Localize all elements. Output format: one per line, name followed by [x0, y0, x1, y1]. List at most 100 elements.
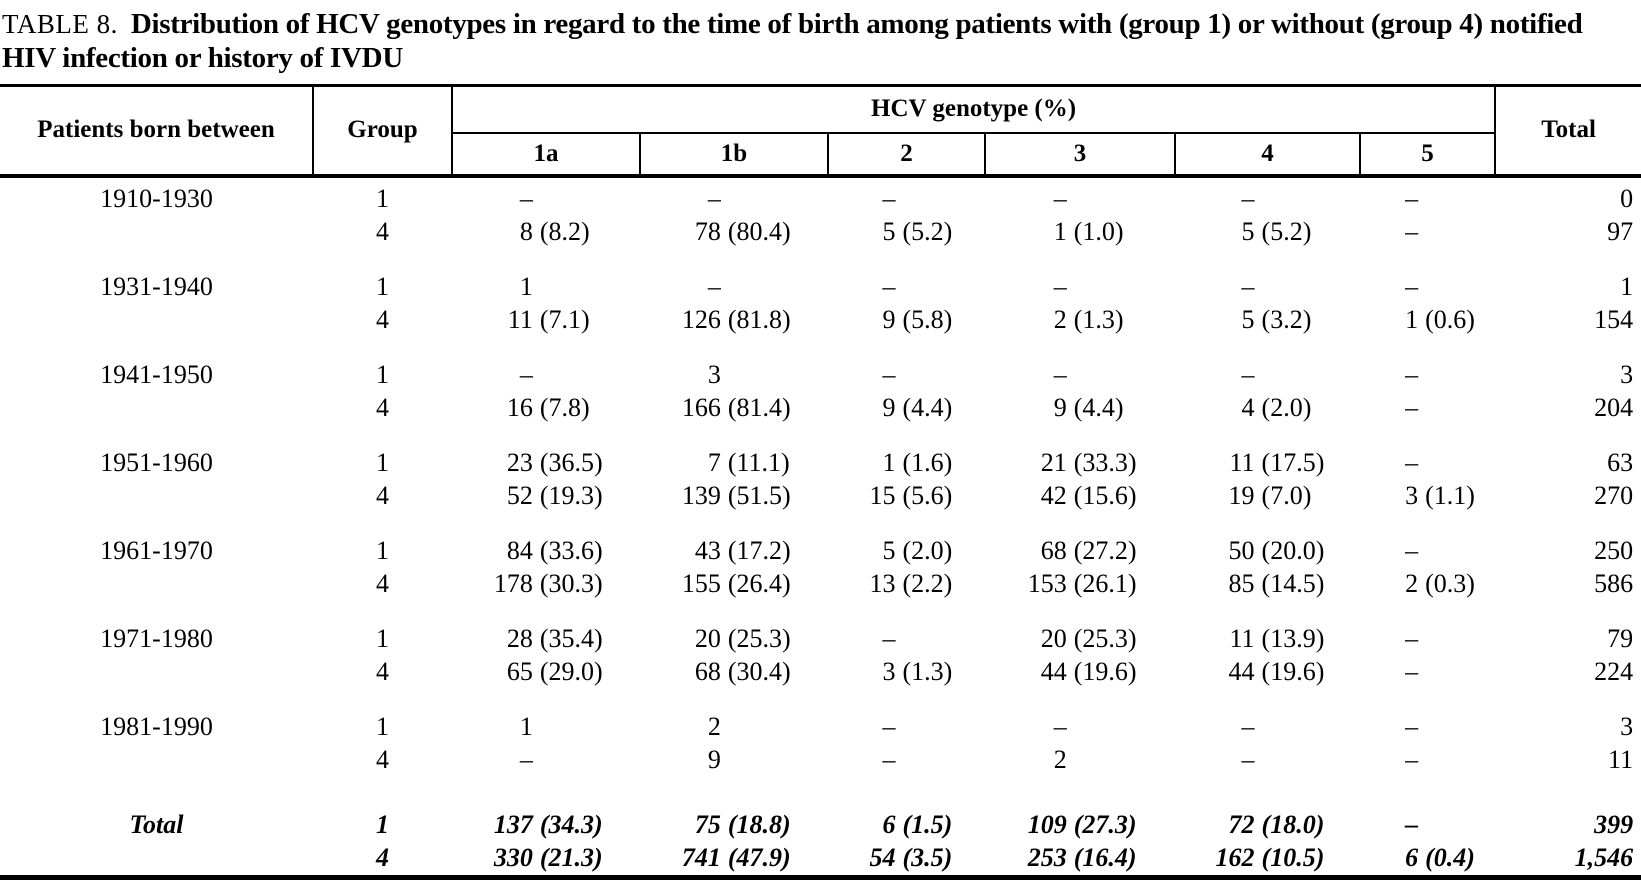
- genotype-count: –: [1405, 448, 1419, 477]
- genotype-value-cell: 5 (5.2): [1175, 216, 1360, 249]
- header-group: Group: [313, 85, 453, 178]
- genotype-percent: (18.0): [1261, 810, 1325, 839]
- genotype-percent: (81.8): [727, 305, 791, 334]
- period-cell: [0, 392, 313, 425]
- genotype-count: –: [707, 272, 721, 301]
- group-cell: 1: [376, 448, 389, 477]
- row-total-cell: 154: [1594, 305, 1634, 334]
- genotype-count: –: [1241, 184, 1255, 213]
- period-cell: 1941-1950: [100, 360, 213, 389]
- row-total-cell: 1,546: [1574, 843, 1634, 872]
- group-cell: 1: [376, 810, 389, 839]
- genotype-count: 6: [882, 810, 896, 839]
- genotype-percent: (33.3): [1073, 448, 1137, 477]
- row-spacer: [0, 689, 1641, 711]
- spacer-cell: [0, 176, 1641, 183]
- genotype-count: –: [1241, 272, 1255, 301]
- genotype-value-cell: 153 (26.1): [985, 568, 1175, 601]
- genotype-count: 5: [882, 217, 896, 246]
- genotype-value-cell: 9 (4.4): [828, 392, 985, 425]
- genotype-percent: (0.4): [1425, 843, 1475, 872]
- genotype-count: –: [1241, 712, 1255, 741]
- period-cell: [0, 480, 313, 513]
- genotype-percent: (26.4): [727, 569, 791, 598]
- genotype-count: 13: [869, 569, 896, 598]
- period-cell: 1931-1940: [100, 272, 213, 301]
- genotype-value-cell: –: [985, 711, 1175, 744]
- genotype-count: 20: [1040, 624, 1067, 653]
- genotype-count: 28: [506, 624, 533, 653]
- group-cell: 4: [376, 745, 389, 774]
- table-header: Patients born between Group HCV genotype…: [0, 85, 1641, 178]
- genotype-count: –: [882, 624, 896, 653]
- genotype-count: –: [1405, 624, 1419, 653]
- table-row: 1951-1960 1 23 (36.5) 7 (11.1) 1 (1.6) 21 (33.3) 1…: [0, 447, 1641, 480]
- genotype-count: 2: [1053, 745, 1067, 774]
- genotype-percent: (1.3): [1073, 305, 1124, 334]
- header-genotype-3: 3: [984, 132, 1175, 178]
- period-cell: 1951-1960: [100, 448, 213, 477]
- genotype-value-cell: 13 (2.2): [828, 568, 985, 601]
- genotype-value-cell: 253 (16.4): [985, 842, 1175, 878]
- genotype-value-cell: 5 (3.2): [1175, 304, 1360, 337]
- genotype-count: –: [1405, 393, 1419, 422]
- genotype-count: –: [1053, 272, 1067, 301]
- hcv-genotype-distribution-table: Patients born between Group HCV genotype…: [0, 84, 1641, 880]
- genotype-percent: (17.5): [1261, 448, 1325, 477]
- genotype-count: –: [882, 745, 896, 774]
- genotype-count: –: [1053, 184, 1067, 213]
- genotype-count: –: [882, 712, 896, 741]
- genotype-count: 153: [1027, 569, 1067, 598]
- genotype-count: –: [1405, 810, 1419, 839]
- genotype-percent: (16.4): [1073, 843, 1137, 872]
- row-spacer: [0, 425, 1641, 447]
- header-genotype-2: 2: [827, 132, 985, 178]
- row-spacer: [0, 601, 1641, 623]
- genotype-value-cell: –: [1360, 447, 1495, 480]
- genotype-percent: (5.6): [902, 481, 953, 510]
- group-cell: 1: [376, 360, 389, 389]
- total-row: Total 1 137 (34.3) 75 (18.8) 6 (1.5) 109 (27.3) 72…: [0, 809, 1641, 842]
- genotype-count: 9: [707, 745, 721, 774]
- genotype-value-cell: 741 (47.9): [640, 842, 828, 878]
- genotype-value-cell: 50 (20.0): [1175, 535, 1360, 568]
- spacer-cell: [0, 601, 1641, 623]
- genotype-value-cell: 1 (0.6): [1360, 304, 1495, 337]
- genotype-value-cell: –: [1360, 744, 1495, 777]
- genotype-value-cell: 109 (27.3): [985, 809, 1175, 842]
- row-total-cell: 97: [1607, 217, 1634, 246]
- genotype-value-cell: 54 (3.5): [828, 842, 985, 878]
- genotype-count: 1: [1405, 305, 1419, 334]
- genotype-count: 178: [493, 569, 533, 598]
- genotype-count: –: [1053, 360, 1067, 389]
- genotype-value-cell: 21 (33.3): [985, 447, 1175, 480]
- period-cell: Total: [129, 810, 184, 839]
- genotype-percent: (30.4): [727, 657, 791, 686]
- period-cell: [0, 216, 313, 249]
- table-row: 4 178 (30.3) 155 (26.4) 13 (2.2) 153 (26.1) 85 (14…: [0, 568, 1641, 601]
- table-row: 1931-1940 1 1 – – – – – 1: [0, 271, 1641, 304]
- genotype-percent: (27.3): [1073, 810, 1137, 839]
- genotype-value-cell: –: [828, 623, 985, 656]
- row-spacer: [0, 513, 1641, 535]
- genotype-count: –: [1405, 184, 1419, 213]
- header-genotype-4: 4: [1174, 132, 1360, 178]
- genotype-count: 6: [1405, 843, 1419, 872]
- genotype-count: 9: [882, 393, 896, 422]
- genotype-value-cell: –: [828, 744, 985, 777]
- group-cell: 1: [376, 536, 389, 565]
- genotype-value-cell: –: [828, 183, 985, 216]
- group-cell: 1: [376, 624, 389, 653]
- genotype-value-cell: –: [1175, 711, 1360, 744]
- row-total-cell: 224: [1594, 657, 1634, 686]
- table-row: 4 52 (19.3) 139 (51.5) 15 (5.6) 42 (15.6) 19 (7.0)…: [0, 480, 1641, 513]
- genotype-percent: (51.5): [727, 481, 791, 510]
- genotype-percent: (7.1): [539, 305, 590, 334]
- genotype-percent: (27.2): [1073, 536, 1137, 565]
- row-spacer: [0, 337, 1641, 359]
- genotype-value-cell: 9 (5.8): [828, 304, 985, 337]
- genotype-value-cell: –: [1175, 744, 1360, 777]
- genotype-value-cell: –: [1360, 271, 1495, 304]
- row-total-cell: 586: [1594, 569, 1634, 598]
